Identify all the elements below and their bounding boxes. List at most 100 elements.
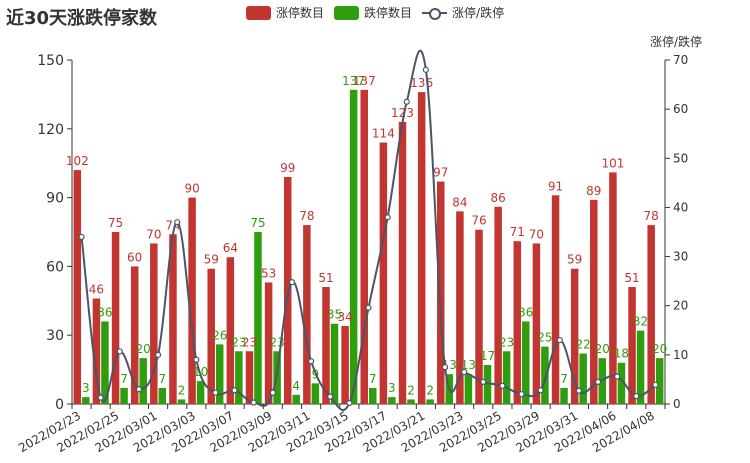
bar-limit-down	[311, 383, 320, 404]
bar-limit-down	[579, 353, 587, 404]
bar-limit-down	[560, 387, 568, 404]
legend-item-limit-down[interactable]: 跌停数目	[334, 4, 412, 21]
line-ratio-point	[499, 382, 506, 389]
line-ratio-point	[116, 348, 123, 355]
data-label-limit-down: 7	[159, 372, 167, 386]
data-label-limit-up: 91	[548, 179, 563, 193]
data-label-limit-down: 22	[576, 338, 591, 352]
data-label-limit-down: 36	[518, 305, 533, 319]
data-label-limit-up: 97	[433, 166, 448, 180]
data-label-limit-up: 71	[510, 225, 525, 239]
data-label-limit-down: 2	[178, 383, 186, 397]
data-label-limit-down: 26	[212, 328, 227, 342]
y-left-tick-label: 90	[46, 191, 64, 207]
line-ratio-point	[441, 364, 449, 371]
legend-item-ratio[interactable]: 涨停/跌停	[422, 4, 504, 21]
line-ratio-point	[288, 279, 296, 286]
data-label-limit-down: 23	[231, 335, 246, 349]
legend-swatch-limit-down	[334, 5, 360, 20]
data-label-limit-up: 70	[529, 227, 544, 241]
data-label-limit-up: 75	[108, 216, 123, 230]
data-label-limit-down: 2	[426, 383, 434, 397]
data-label-limit-up: 76	[471, 214, 486, 228]
line-ratio-point	[250, 399, 257, 406]
data-label-limit-down: 36	[97, 305, 112, 319]
data-label-limit-down: 35	[327, 308, 342, 322]
bar-limit-up	[245, 351, 254, 404]
bar-limit-down	[292, 394, 300, 404]
line-ratio-point	[269, 389, 276, 396]
data-label-limit-up: 78	[644, 209, 659, 223]
y-left-tick-label: 60	[46, 259, 64, 275]
y-left-tick-label: 30	[46, 328, 64, 344]
line-ratio-point	[365, 304, 372, 311]
data-label-limit-down: 3	[388, 381, 396, 395]
bar-limit-down	[254, 232, 262, 404]
data-label-limit-down: 23	[499, 335, 514, 349]
line-ratio-point	[384, 214, 391, 221]
bar-limit-down	[407, 399, 415, 404]
data-label-limit-down: 25	[537, 331, 552, 345]
bar-limit-up	[551, 195, 560, 404]
bar-limit-down	[426, 399, 434, 404]
bar-limit-up	[532, 243, 541, 404]
data-label-limit-up: 84	[452, 195, 467, 209]
bar-limit-down	[330, 323, 339, 404]
bar-limit-up	[226, 257, 235, 404]
y-right-tick-label: 30	[673, 250, 688, 264]
data-label-limit-down: 7	[369, 372, 377, 386]
legend-label-ratio: 涨停/跌停	[452, 6, 505, 20]
bar-limit-up	[341, 326, 349, 404]
bar-limit-up	[322, 287, 330, 404]
y-right-tick-label: 50	[673, 151, 688, 165]
bar-limit-down	[483, 365, 492, 404]
bar-limit-down	[215, 344, 224, 404]
line-ratio-point	[97, 394, 104, 401]
data-label-limit-up: 51	[318, 271, 333, 285]
y-right-tick-label: 0	[673, 397, 681, 411]
line-ratio-point	[308, 358, 315, 365]
bar-limit-up	[188, 197, 196, 404]
line-ratio-point	[480, 378, 487, 385]
bar-limit-up	[456, 211, 464, 404]
bar-limit-down	[101, 321, 109, 404]
bar-limit-down	[196, 381, 205, 404]
bar-limit-up	[92, 298, 101, 404]
legend-item-limit-up[interactable]: 涨停数目	[246, 4, 324, 21]
line-ratio-point	[403, 98, 410, 105]
legend-swatch-limit-up	[246, 5, 271, 20]
data-label-limit-up: 136	[410, 76, 433, 90]
data-label-limit-down: 4	[292, 379, 300, 393]
data-label-limit-up: 64	[223, 241, 238, 255]
data-label-limit-up: 46	[89, 283, 104, 297]
bar-limit-up	[303, 225, 311, 404]
data-label-limit-up: 51	[624, 271, 639, 285]
line-ratio-point	[594, 378, 602, 385]
data-label-limit-down: 137	[342, 74, 365, 88]
data-label-limit-down: 13	[461, 358, 476, 372]
y-left-tick-label: 120	[37, 122, 64, 138]
bar-limit-down	[139, 358, 147, 404]
bar-limit-down	[388, 397, 396, 404]
bar-limit-down	[82, 397, 90, 404]
data-label-limit-up: 89	[586, 184, 601, 198]
data-label-limit-up: 114	[372, 127, 395, 141]
legend: 涨停数目 跌停数目 涨停/跌停	[246, 4, 504, 21]
y-right-tick-label: 10	[673, 348, 688, 362]
data-label-limit-down: 3	[82, 381, 90, 395]
legend-swatch-ratio	[422, 6, 448, 20]
data-label-limit-down: 75	[250, 216, 265, 230]
y-right-tick-label: 70	[673, 53, 688, 67]
bar-limit-down	[655, 358, 664, 404]
data-label-limit-down: 18	[614, 347, 629, 361]
bar-limit-up	[570, 268, 579, 404]
bar-limit-up	[417, 92, 426, 405]
bar-limit-up	[207, 268, 215, 404]
chart-title: 近30天涨跌停家数	[6, 8, 158, 29]
bar-limit-down	[235, 351, 243, 404]
bar-limit-down	[541, 346, 549, 404]
data-label-limit-up: 70	[146, 227, 161, 241]
bar-limit-down	[177, 399, 186, 404]
data-label-limit-down: 7	[560, 372, 568, 386]
